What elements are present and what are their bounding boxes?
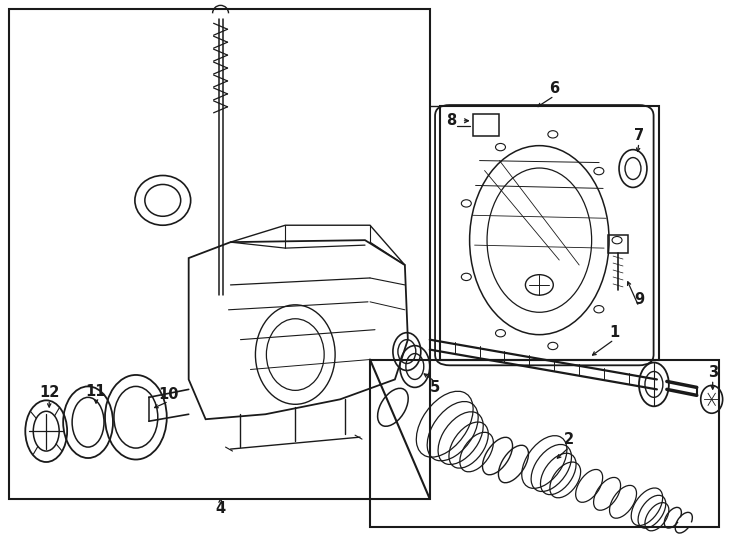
Bar bbox=[608, 235, 628, 253]
Text: 3: 3 bbox=[708, 365, 718, 380]
Text: 11: 11 bbox=[86, 384, 106, 399]
Text: 12: 12 bbox=[39, 385, 59, 400]
Text: 2: 2 bbox=[564, 431, 574, 447]
Bar bbox=[10, 9, 430, 499]
Text: 10: 10 bbox=[159, 387, 179, 402]
Text: 8: 8 bbox=[446, 113, 457, 129]
Text: 7: 7 bbox=[634, 128, 644, 143]
Bar bbox=[473, 114, 498, 136]
Bar bbox=[370, 360, 719, 526]
Text: 5: 5 bbox=[429, 380, 440, 395]
Bar bbox=[440, 106, 659, 360]
Text: 6: 6 bbox=[549, 82, 559, 97]
Text: 4: 4 bbox=[216, 501, 225, 516]
Text: 9: 9 bbox=[634, 292, 644, 307]
Text: 1: 1 bbox=[609, 325, 619, 340]
